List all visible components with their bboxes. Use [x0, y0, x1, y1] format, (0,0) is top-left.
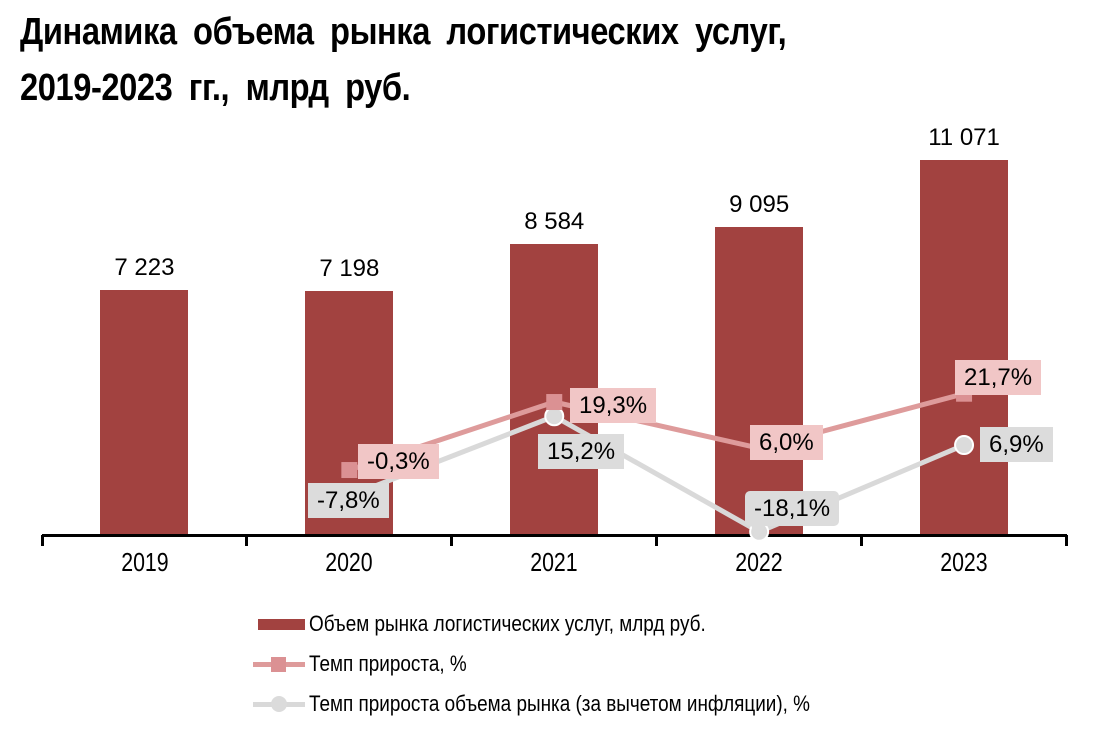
x-axis-label-2019: 2019 [84, 549, 204, 575]
x-axis-label-text: 2022 [735, 547, 783, 577]
legend-item-growth-rate: Темп прироста, % [253, 644, 892, 684]
x-axis-tick [655, 535, 659, 546]
x-axis-tick [450, 535, 454, 546]
x-axis-label-2022: 2022 [699, 549, 819, 575]
growth-rate-label-2021: 19,3% [570, 388, 657, 423]
bar-swatch-icon [258, 619, 305, 630]
growth-marker-icon [271, 656, 286, 672]
x-axis-tick [40, 535, 44, 546]
growth-rate-line [348, 391, 965, 473]
chart-title-line2: 2019-2023 гг., млрд руб. [20, 67, 411, 109]
bar-2023 [920, 160, 1009, 535]
x-axis-label-2020: 2020 [289, 549, 409, 575]
legend-label-real-growth-rate: Темп прироста объема рынка (за вычетом и… [309, 691, 810, 716]
x-axis-label-2023: 2023 [904, 549, 1024, 575]
bar-2019 [100, 290, 189, 535]
bar-value-label-2020: 7 198 [319, 255, 380, 283]
real-growth-marker-icon [271, 696, 287, 712]
growth-rate-label-2020: -0,3% [358, 444, 439, 479]
real-growth-label-2022: -18,1% [745, 491, 840, 539]
legend-item-real-growth-rate: Темп прироста объема рынка (за вычетом и… [253, 684, 892, 724]
legend-label-market-volume: Объем рынка логистических услуг, млрд ру… [309, 611, 706, 636]
bar-value-label-2021: 8 584 [524, 208, 585, 236]
x-axis-line [42, 533, 1067, 537]
real-growth-line [348, 413, 966, 535]
bar-value-label-2022: 9 095 [729, 190, 790, 218]
legend-label-growth-rate: Темп прироста, % [309, 651, 467, 676]
bar-value-label-2019: 7 223 [114, 254, 175, 282]
growth-rate-label-2022: 6,0% [750, 425, 823, 460]
growth-line-swatch [253, 655, 305, 673]
real-growth-line-swatch [253, 695, 305, 713]
x-axis-label-text: 2020 [325, 547, 374, 577]
bar-series-swatch [253, 615, 305, 633]
legend-item-market-volume: Объем рынка логистических услуг, млрд ру… [253, 604, 892, 644]
x-axis-tick [245, 535, 249, 546]
x-axis-label-text: 2023 [940, 547, 988, 577]
x-axis-label-text: 2021 [530, 547, 578, 577]
chart-title-line1: Динамика объема рынка логистических услу… [20, 11, 787, 53]
real-growth-label-2023: 6,9% [980, 427, 1053, 462]
real-growth-label-2020: -7,8% [308, 483, 389, 518]
x-axis-label-text: 2019 [120, 547, 169, 577]
x-axis-tick [860, 535, 864, 546]
chart-legend: Объем рынка логистических услуг, млрд ру… [253, 604, 892, 724]
x-axis-tick [1065, 535, 1068, 546]
real-growth-label-2021: 15,2% [538, 434, 625, 469]
bar-value-label-2023: 11 071 [928, 124, 1000, 151]
x-axis-label-2021: 2021 [494, 549, 614, 575]
bar-2022 [715, 226, 804, 535]
growth-rate-label-2023: 21,7% [955, 360, 1042, 395]
chart-title: Динамика объема рынка логистических услу… [20, 4, 911, 116]
